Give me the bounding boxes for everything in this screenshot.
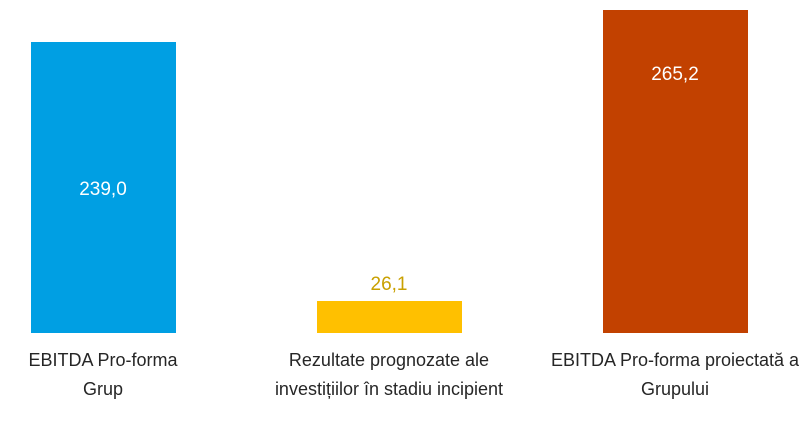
x-tick-label: Rezultate prognozate ale investițiilor î… bbox=[274, 350, 504, 399]
x-tick-label: EBITDA Pro-forma Grup bbox=[28, 350, 178, 399]
bar bbox=[316, 301, 462, 333]
value-label: 265,2 bbox=[651, 64, 699, 85]
bar bbox=[30, 41, 176, 333]
x-tick-label: EBITDA Pro-forma proiectată a Grupului bbox=[550, 350, 800, 399]
bar bbox=[602, 10, 748, 333]
value-label: 26,1 bbox=[370, 274, 408, 295]
value-label: 239,0 bbox=[79, 179, 127, 200]
